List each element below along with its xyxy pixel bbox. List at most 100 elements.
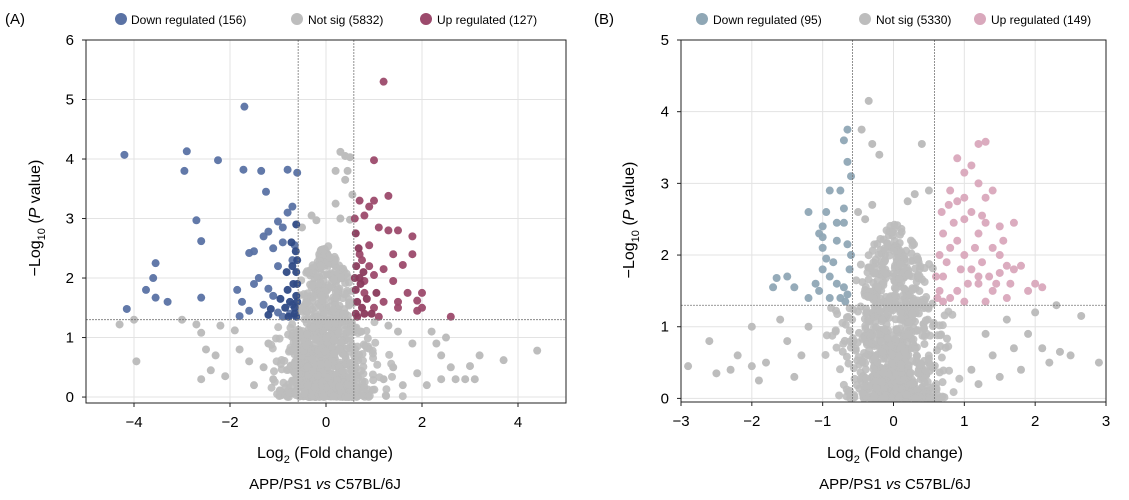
scatter-point-not-sig (379, 375, 388, 384)
scatter-point-not-sig (313, 316, 322, 325)
legend-b-label-up: Up regulated (149) (991, 13, 1091, 27)
scatter-point-not-sig (890, 236, 899, 245)
scatter-point-not-sig (974, 380, 983, 389)
scatter-point-down (825, 294, 834, 303)
scatter-point-not-sig (437, 375, 446, 384)
scatter-point-not-sig (317, 291, 326, 300)
scatter-point-down (197, 293, 206, 302)
scatter-point-not-sig (932, 385, 941, 394)
legend-a-marker-up (420, 13, 432, 25)
scatter-point-not-sig (914, 255, 923, 264)
scatter-point-not-sig (300, 387, 309, 396)
scatter-point-not-sig (828, 331, 837, 340)
scatter-point-not-sig (921, 366, 930, 375)
scatter-point-not-sig (912, 352, 921, 361)
scatter-point-not-sig (948, 310, 957, 319)
y-tick-label: 3 (66, 211, 74, 228)
scatter-point-not-sig (1009, 344, 1018, 353)
scatter-point-down (815, 229, 824, 238)
scatter-point-not-sig (331, 319, 340, 328)
scatter-point-not-sig (942, 334, 951, 343)
scatter-point-down (790, 283, 799, 292)
scatter-point-not-sig (323, 360, 332, 369)
scatter-point-not-sig (835, 391, 844, 400)
scatter-point-up (963, 279, 972, 288)
scatter-point-up (384, 191, 393, 200)
scatter-point-not-sig (898, 291, 907, 300)
scatter-point-not-sig (914, 309, 923, 318)
scatter-point-not-sig (288, 376, 297, 385)
scatter-point-up (362, 294, 371, 303)
scatter-point-up (932, 272, 940, 281)
scatter-point-down (841, 297, 850, 306)
scatter-point-not-sig (385, 350, 394, 359)
legend-b-marker-up (974, 13, 986, 25)
scatter-point-not-sig (353, 342, 362, 351)
scatter-point-not-sig (902, 390, 911, 399)
scatter-point-not-sig (726, 365, 735, 374)
scatter-point-down (818, 243, 827, 252)
scatter-point-down (180, 166, 189, 175)
panel-a: (A) Down regulated (156) Not sig (5832) … (5, 11, 567, 493)
scatter-point-not-sig (322, 333, 331, 342)
scatter-point-not-sig (888, 228, 897, 237)
scatter-point-down (839, 218, 848, 227)
scatter-point-down (142, 285, 150, 294)
scatter-point-not-sig (274, 323, 283, 332)
scatter-point-down (845, 265, 854, 274)
panel-b-ylabel: −Log10 (P value) (621, 162, 642, 279)
scatter-point-not-sig (132, 357, 141, 366)
scatter-point-not-sig (868, 139, 877, 148)
scatter-point-not-sig (936, 393, 945, 402)
scatter-point-not-sig (955, 374, 964, 383)
scatter-point-not-sig (338, 367, 347, 376)
scatter-point-not-sig (832, 343, 841, 352)
scatter-point-up (960, 193, 969, 202)
scatter-point-not-sig (893, 221, 902, 230)
panel-b-xlabel: Log2 (Fold change) (827, 445, 963, 466)
scatter-point-down (240, 102, 249, 111)
scatter-point-not-sig (197, 375, 206, 384)
scatter-point-not-sig (840, 336, 849, 345)
scatter-point-up (379, 265, 388, 274)
scatter-point-not-sig (269, 367, 278, 376)
scatter-point-up (981, 218, 990, 227)
scatter-point-up (988, 286, 997, 295)
scatter-point-not-sig (413, 369, 422, 378)
scatter-point-not-sig (854, 208, 863, 217)
scatter-point-not-sig (371, 338, 380, 347)
scatter-point-not-sig (311, 335, 320, 344)
scatter-point-down (832, 218, 841, 227)
scatter-point-not-sig (279, 378, 288, 387)
scatter-point-down (818, 265, 827, 274)
x-tick-label: 0 (889, 413, 897, 430)
legend-a-label-up: Up regulated (127) (437, 13, 537, 27)
scatter-point-not-sig (911, 394, 920, 403)
panel-b-legend: Down regulated (95) Not sig (5330) Up re… (696, 13, 1091, 27)
scatter-point-not-sig (877, 261, 886, 270)
scatter-point-down (832, 236, 841, 245)
scatter-point-not-sig (533, 346, 542, 355)
scatter-point-down (245, 306, 254, 315)
scatter-point-not-sig (1002, 315, 1011, 324)
scatter-point-not-sig (928, 264, 937, 273)
scatter-point-not-sig (836, 365, 845, 374)
scatter-point-not-sig (910, 296, 919, 305)
x-tick-label: −2 (221, 414, 238, 431)
scatter-point-not-sig (346, 153, 354, 162)
scatter-point-up (974, 179, 983, 188)
scatter-point-not-sig (896, 308, 905, 317)
y-tick-label: 1 (66, 330, 74, 347)
panel-b-plot: −3 −2 −1 0 1 2 3 0 1 2 3 4 5 (661, 32, 1111, 430)
scatter-point-not-sig (891, 334, 900, 343)
scatter-point-down (122, 304, 131, 313)
scatter-point-not-sig (889, 246, 898, 255)
scatter-point-up (370, 156, 378, 165)
x-tick-label: 1 (960, 413, 968, 430)
scatter-point-not-sig (202, 345, 210, 354)
scatter-point-not-sig (925, 394, 934, 403)
x-tick-label: 4 (514, 414, 522, 431)
scatter-point-not-sig (337, 273, 346, 282)
scatter-point-down (293, 168, 302, 177)
scatter-point-up (935, 251, 944, 260)
